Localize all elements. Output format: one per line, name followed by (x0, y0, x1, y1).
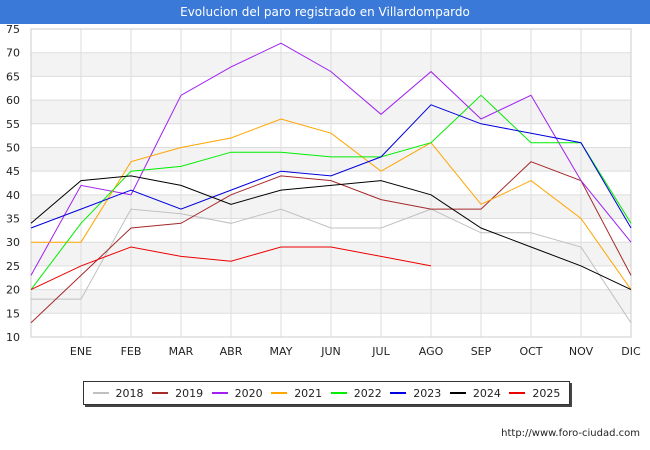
y-tick-label: 55 (6, 118, 20, 131)
legend-item-2024: 2024 (449, 386, 501, 400)
series-line-2022 (30, 94, 632, 290)
y-tick-label: 45 (6, 165, 20, 178)
legend-item-2021: 2021 (271, 387, 322, 400)
series-line-2021 (31, 118, 632, 290)
y-tick-label: 75 (6, 23, 20, 36)
x-tick-label: FEB (121, 345, 142, 358)
x-tick-label: JUL (371, 345, 390, 358)
y-tick-label: 15 (6, 307, 20, 320)
x-tick-label: ENE (70, 345, 92, 358)
legend-item-2019: 2019 (152, 387, 203, 400)
legend-item-2018: 2018 (92, 386, 144, 400)
y-tick-label: 60 (6, 94, 20, 107)
series-line-2020 (30, 42, 632, 276)
y-tick-label: 30 (6, 236, 20, 249)
legend-label: 2023 (413, 386, 442, 400)
legend-label: 2019 (175, 386, 204, 400)
legend-swatch (92, 392, 109, 394)
y-tick-label: 65 (6, 70, 20, 83)
legend-swatch (211, 392, 228, 394)
x-tick-label: MAR (169, 345, 194, 358)
x-tick-label: OCT (519, 345, 542, 358)
legend-label: 2021 (294, 386, 323, 400)
series-line-2024 (30, 175, 632, 291)
y-tick-label: 50 (6, 141, 20, 154)
legend-swatch (152, 392, 169, 394)
chart-title: Evolucion del paro registrado en Villard… (0, 0, 650, 24)
x-tick-label: JUN (320, 345, 341, 358)
legend-label: 2020 (234, 386, 263, 400)
plot-frame (30, 28, 632, 338)
y-tick-label: 70 (6, 47, 20, 60)
legend-swatch (390, 392, 407, 394)
y-tick-label: 10 (6, 331, 20, 344)
y-tick-label: 25 (6, 260, 20, 273)
legend-item-2023: 2023 (390, 387, 441, 400)
legend-item-2025: 2025 (509, 387, 560, 400)
series-line-2019 (30, 161, 632, 324)
legend-swatch (330, 392, 347, 394)
legend-item-2022: 2022 (330, 386, 382, 400)
x-tick-label: MAY (270, 345, 293, 358)
x-tick-label: AGO (419, 345, 444, 358)
legend-label: 2024 (472, 386, 501, 400)
legend-item-2020: 2020 (211, 386, 263, 400)
x-tick-label: DIC (621, 345, 641, 358)
series-line-2023 (30, 104, 632, 229)
legend-swatch (509, 392, 526, 394)
y-tick-label: 35 (6, 213, 20, 226)
series-line-2025 (30, 246, 432, 291)
chart-legend: 2018 2019 2020 2021 2022 2023 2024 2025 (83, 381, 570, 405)
legend-label: 2018 (115, 386, 144, 400)
x-tick-label: ABR (220, 345, 243, 358)
legend-swatch (271, 392, 288, 394)
site-watermark: http://www.foro-ciudad.com (501, 428, 640, 439)
x-tick-label: NOV (569, 345, 594, 358)
legend-label: 2022 (353, 386, 382, 400)
legend-label: 2025 (532, 386, 561, 400)
x-tick-label: SEP (471, 345, 492, 358)
y-tick-label: 40 (6, 189, 20, 202)
series-line-2018 (31, 208, 632, 324)
y-tick-label: 20 (6, 284, 20, 297)
legend-swatch (449, 392, 466, 394)
